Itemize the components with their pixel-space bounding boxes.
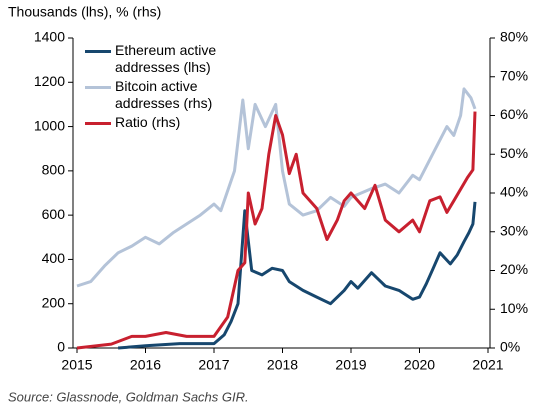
source-note: Source: Glassnode, Goldman Sachs GIR. — [8, 389, 249, 404]
y2-tick-label: 80% — [500, 29, 528, 45]
y2-tick-label: 20% — [500, 261, 528, 277]
y-tick-label: 1400 — [34, 29, 65, 45]
y-tick-label: 0 — [57, 339, 65, 355]
legend-label: Bitcoin active addresses (rhs) — [115, 78, 213, 111]
series-line — [76, 87, 477, 288]
legend-swatch — [85, 122, 111, 125]
y2-tick-label: 0% — [500, 339, 520, 355]
legend-item: Ethereum active addresses (lhs) — [85, 42, 255, 76]
x-tick-label: 2015 — [61, 357, 92, 373]
y2-tick-label: 60% — [500, 106, 528, 122]
series-line — [117, 201, 477, 350]
y2-tick-label: 50% — [500, 145, 528, 161]
x-tick-label: 2019 — [335, 357, 366, 373]
y2-tick-label: 10% — [500, 300, 528, 316]
y2-tick-label: 40% — [500, 184, 528, 200]
y2-tick-label: 30% — [500, 222, 528, 238]
legend-label: Ratio (rhs) — [115, 114, 181, 130]
legend-item: Bitcoin active addresses (rhs) — [85, 78, 255, 112]
series-line — [76, 111, 477, 350]
x-tick-label: 2021 — [472, 357, 503, 373]
chart-title: Thousands (lhs), % (rhs) — [8, 4, 161, 20]
legend-swatch — [85, 86, 111, 89]
y-tick-label: 400 — [42, 250, 66, 266]
legend-item: Ratio (rhs) — [85, 114, 255, 131]
y-tick-label: 200 — [42, 294, 66, 310]
y-tick-label: 800 — [42, 162, 66, 178]
y-tick-label: 1000 — [34, 117, 65, 133]
x-tick-label: 2016 — [130, 357, 161, 373]
legend-label: Ethereum active addresses (lhs) — [115, 42, 217, 75]
legend-swatch — [85, 50, 111, 53]
x-tick-label: 2020 — [404, 357, 435, 373]
legend: Ethereum active addresses (lhs) Bitcoin a… — [85, 42, 255, 133]
x-tick-label: 2018 — [267, 357, 298, 373]
x-tick-label: 2017 — [198, 357, 229, 373]
y-tick-label: 600 — [42, 206, 66, 222]
y2-tick-label: 70% — [500, 67, 528, 83]
y-tick-label: 1200 — [34, 73, 65, 89]
